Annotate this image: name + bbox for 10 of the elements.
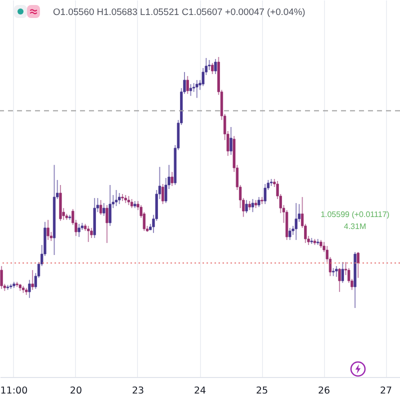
text: O1.05560 H1.05683 L1.05521 C1.05607 +0.00047 (+0.04%) [53,6,306,16]
x-tick-label: 23 [132,386,144,396]
annotation: 1.05599 (+0.01117) [320,209,390,221]
x-tick-label: 26 [318,386,330,396]
x-tick-label: 11:00 [0,386,28,396]
x-tick-label: 20 [70,386,82,396]
x-tick-label: 27 [380,386,392,396]
x-tick-label: 24 [194,386,206,396]
annotation: 4.31M [344,221,366,233]
x-tick-label: 25 [256,386,268,396]
